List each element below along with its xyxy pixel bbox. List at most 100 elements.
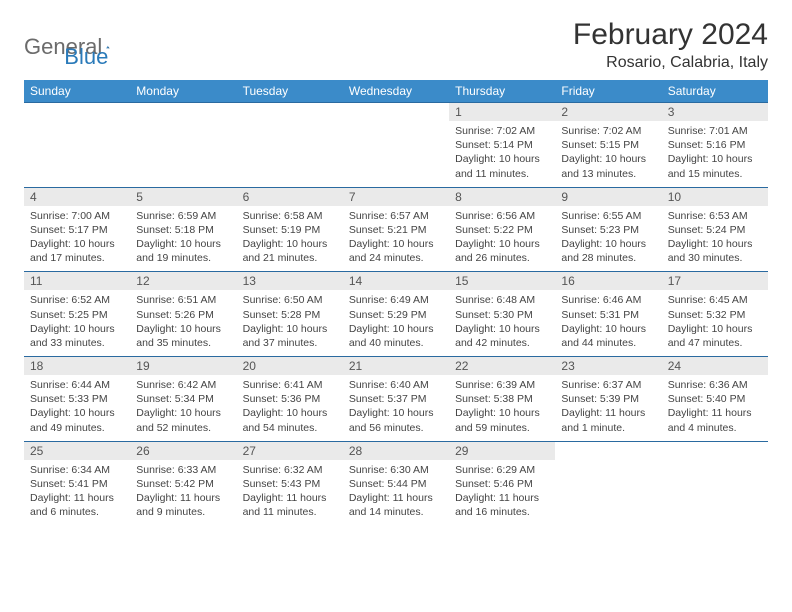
day2-label: and 24 minutes.	[349, 251, 443, 265]
day-number-cell: 29	[449, 441, 555, 460]
day-content-cell: Sunrise: 6:59 AMSunset: 5:18 PMDaylight:…	[130, 206, 236, 272]
day1-label: Daylight: 10 hours	[455, 237, 549, 251]
day2-label: and 37 minutes.	[243, 336, 337, 350]
day-content-cell: Sunrise: 6:52 AMSunset: 5:25 PMDaylight:…	[24, 290, 130, 356]
sunrise-label: Sunrise: 6:57 AM	[349, 209, 443, 223]
day-content-cell: Sunrise: 6:32 AMSunset: 5:43 PMDaylight:…	[237, 460, 343, 526]
title-block: February 2024 Rosario, Calabria, Italy	[573, 18, 768, 72]
day2-label: and 4 minutes.	[668, 421, 762, 435]
day-content-row: Sunrise: 6:44 AMSunset: 5:33 PMDaylight:…	[24, 375, 768, 441]
day2-label: and 17 minutes.	[30, 251, 124, 265]
sunrise-label: Sunrise: 6:59 AM	[136, 209, 230, 223]
logo: General Blue	[24, 24, 108, 70]
sunset-label: Sunset: 5:30 PM	[455, 308, 549, 322]
day-content-cell: Sunrise: 6:30 AMSunset: 5:44 PMDaylight:…	[343, 460, 449, 526]
day1-label: Daylight: 10 hours	[136, 237, 230, 251]
day1-label: Daylight: 11 hours	[30, 491, 124, 505]
day-number-cell: 23	[555, 357, 661, 376]
day-number-cell: 4	[24, 187, 130, 206]
day-content-cell: Sunrise: 6:44 AMSunset: 5:33 PMDaylight:…	[24, 375, 130, 441]
day1-label: Daylight: 10 hours	[136, 322, 230, 336]
day-content-cell: Sunrise: 6:55 AMSunset: 5:23 PMDaylight:…	[555, 206, 661, 272]
day-content-cell	[555, 460, 661, 526]
day-number-cell: 15	[449, 272, 555, 291]
day-content-cell: Sunrise: 6:56 AMSunset: 5:22 PMDaylight:…	[449, 206, 555, 272]
day-number-cell: 28	[343, 441, 449, 460]
day-content-row: Sunrise: 6:52 AMSunset: 5:25 PMDaylight:…	[24, 290, 768, 356]
day-header: Monday	[130, 80, 236, 103]
day-number-cell: 8	[449, 187, 555, 206]
sunrise-label: Sunrise: 6:56 AM	[455, 209, 549, 223]
day2-label: and 15 minutes.	[668, 167, 762, 181]
day-content-cell: Sunrise: 6:49 AMSunset: 5:29 PMDaylight:…	[343, 290, 449, 356]
day1-label: Daylight: 10 hours	[561, 237, 655, 251]
logo-word-blue: Blue	[64, 44, 108, 70]
page-title: February 2024	[573, 18, 768, 52]
sunrise-label: Sunrise: 6:52 AM	[30, 293, 124, 307]
day-content-cell	[24, 121, 130, 187]
sunset-label: Sunset: 5:36 PM	[243, 392, 337, 406]
day-number-cell: 3	[662, 103, 768, 122]
sunrise-label: Sunrise: 7:02 AM	[561, 124, 655, 138]
sunset-label: Sunset: 5:16 PM	[668, 138, 762, 152]
day1-label: Daylight: 10 hours	[30, 322, 124, 336]
day-number-row: 11121314151617	[24, 272, 768, 291]
sunset-label: Sunset: 5:34 PM	[136, 392, 230, 406]
calendar-table: Sunday Monday Tuesday Wednesday Thursday…	[24, 80, 768, 525]
sunrise-label: Sunrise: 6:33 AM	[136, 463, 230, 477]
day1-label: Daylight: 10 hours	[136, 406, 230, 420]
sunrise-label: Sunrise: 6:51 AM	[136, 293, 230, 307]
sunset-label: Sunset: 5:33 PM	[30, 392, 124, 406]
day-content-cell	[130, 121, 236, 187]
day-header: Friday	[555, 80, 661, 103]
location-label: Rosario, Calabria, Italy	[573, 54, 768, 72]
day-number-cell: 18	[24, 357, 130, 376]
day-content-row: Sunrise: 6:34 AMSunset: 5:41 PMDaylight:…	[24, 460, 768, 526]
day1-label: Daylight: 10 hours	[243, 322, 337, 336]
day1-label: Daylight: 10 hours	[668, 322, 762, 336]
sunrise-label: Sunrise: 7:00 AM	[30, 209, 124, 223]
day1-label: Daylight: 10 hours	[30, 406, 124, 420]
day-number-cell	[237, 103, 343, 122]
day-number-cell: 24	[662, 357, 768, 376]
day2-label: and 9 minutes.	[136, 505, 230, 519]
day2-label: and 28 minutes.	[561, 251, 655, 265]
day2-label: and 40 minutes.	[349, 336, 443, 350]
sunset-label: Sunset: 5:25 PM	[30, 308, 124, 322]
day2-label: and 14 minutes.	[349, 505, 443, 519]
sunset-label: Sunset: 5:39 PM	[561, 392, 655, 406]
sunset-label: Sunset: 5:37 PM	[349, 392, 443, 406]
day-content-cell: Sunrise: 6:46 AMSunset: 5:31 PMDaylight:…	[555, 290, 661, 356]
sunrise-label: Sunrise: 6:30 AM	[349, 463, 443, 477]
sunrise-label: Sunrise: 6:55 AM	[561, 209, 655, 223]
day-content-cell: Sunrise: 6:41 AMSunset: 5:36 PMDaylight:…	[237, 375, 343, 441]
sunset-label: Sunset: 5:14 PM	[455, 138, 549, 152]
sunrise-label: Sunrise: 6:29 AM	[455, 463, 549, 477]
day-content-cell	[237, 121, 343, 187]
day-number-cell	[130, 103, 236, 122]
day2-label: and 42 minutes.	[455, 336, 549, 350]
day1-label: Daylight: 10 hours	[243, 237, 337, 251]
day1-label: Daylight: 11 hours	[349, 491, 443, 505]
day2-label: and 11 minutes.	[455, 167, 549, 181]
day-number-cell: 26	[130, 441, 236, 460]
day-number-cell	[555, 441, 661, 460]
sunset-label: Sunset: 5:42 PM	[136, 477, 230, 491]
sunrise-label: Sunrise: 6:42 AM	[136, 378, 230, 392]
day-content-cell: Sunrise: 6:50 AMSunset: 5:28 PMDaylight:…	[237, 290, 343, 356]
day-content-cell: Sunrise: 7:01 AMSunset: 5:16 PMDaylight:…	[662, 121, 768, 187]
day-number-cell: 19	[130, 357, 236, 376]
sunset-label: Sunset: 5:38 PM	[455, 392, 549, 406]
day-number-row: 45678910	[24, 187, 768, 206]
sunset-label: Sunset: 5:21 PM	[349, 223, 443, 237]
sunrise-label: Sunrise: 6:58 AM	[243, 209, 337, 223]
sunset-label: Sunset: 5:22 PM	[455, 223, 549, 237]
sunset-label: Sunset: 5:29 PM	[349, 308, 443, 322]
day-number-cell: 16	[555, 272, 661, 291]
sunset-label: Sunset: 5:18 PM	[136, 223, 230, 237]
day1-label: Daylight: 10 hours	[30, 237, 124, 251]
day-content-cell: Sunrise: 6:37 AMSunset: 5:39 PMDaylight:…	[555, 375, 661, 441]
day-number-cell: 6	[237, 187, 343, 206]
sunrise-label: Sunrise: 6:50 AM	[243, 293, 337, 307]
day-content-cell: Sunrise: 6:34 AMSunset: 5:41 PMDaylight:…	[24, 460, 130, 526]
